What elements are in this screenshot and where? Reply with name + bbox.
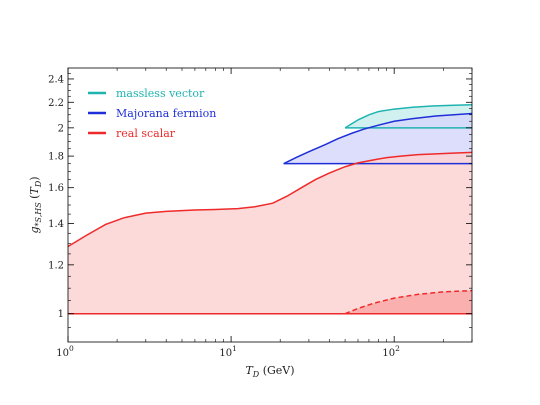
dashed-line-real-scalar xyxy=(344,289,473,315)
line-majorana-fermion xyxy=(283,112,473,165)
y-tick-label: 1 xyxy=(58,309,64,320)
y-label-sub: *S,HS xyxy=(34,202,43,227)
x-label-sub: D xyxy=(252,370,260,379)
area-fills xyxy=(68,104,472,314)
y-tick-label: 1.6 xyxy=(48,183,64,194)
y-tick-label: 1.4 xyxy=(48,219,64,230)
legend: massless vector Majorana fermion real scal… xyxy=(88,87,216,140)
axis-ticks xyxy=(67,68,473,342)
line-massless-vector xyxy=(344,103,473,129)
y-label-arg-sub: D xyxy=(34,180,43,188)
y-label-close: ) xyxy=(28,176,41,180)
y-tick-label: 2.4 xyxy=(48,74,64,85)
area-majorana-fermion xyxy=(283,113,472,164)
y-label-arg: T xyxy=(28,186,41,195)
legend-label-majorana-fermion: Majorana fermion xyxy=(116,107,216,120)
x-label-main: T xyxy=(245,364,254,377)
y-axis-label: g*S,HS (TD) xyxy=(28,176,43,233)
area-real-scalar-dashed xyxy=(345,290,472,314)
legend-label-real-scalar: real scalar xyxy=(116,127,176,140)
x-tick-label: 102 xyxy=(382,344,400,359)
y-tick-label: 2 xyxy=(58,123,64,134)
x-tick-exponent: 2 xyxy=(395,344,400,353)
x-tick-exponent: 1 xyxy=(232,344,237,353)
y-tick-label: 1.2 xyxy=(48,260,64,271)
y-tick-label: 2.2 xyxy=(48,98,64,109)
series-lines xyxy=(67,103,473,315)
area-real-scalar xyxy=(68,152,472,314)
y-tick-label: 1.8 xyxy=(48,152,64,163)
y-label-open: ( xyxy=(28,195,41,203)
line-real-scalar xyxy=(67,151,473,248)
x-tick-exponent: 0 xyxy=(69,344,74,353)
x-tick-label: 101 xyxy=(219,344,237,359)
legend-label-massless-vector: massless vector xyxy=(116,87,205,100)
x-axis-label: TD (GeV) xyxy=(245,364,294,379)
y-label-main: g xyxy=(28,227,41,234)
x-label-unit: (GeV) xyxy=(259,364,294,377)
x-tick-label: 100 xyxy=(56,344,74,359)
